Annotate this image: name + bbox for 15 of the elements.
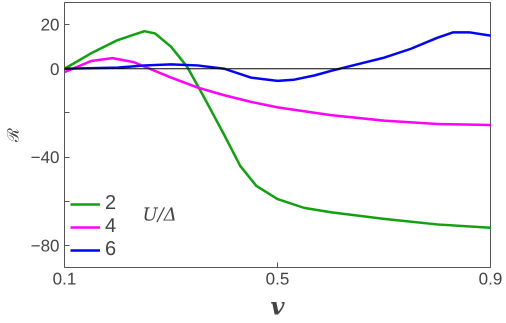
x-axis-title: v [270, 292, 286, 320]
y-axis-title: ℛ [4, 128, 23, 143]
x-tick-label: 0.9 [478, 270, 502, 288]
y-tick-label: −40 [30, 148, 60, 168]
legend-label: 6 [105, 238, 118, 261]
line-series [64, 31, 490, 82]
y-tick-label: 20 [40, 16, 60, 35]
legend-label: 4 [105, 215, 118, 238]
line-series [64, 56, 490, 126]
y-tick-label: 0 [50, 60, 60, 79]
x-tick-label: 0.1 [52, 270, 76, 288]
legend-label: 2 [105, 192, 118, 215]
y-tick-label: −80 [30, 236, 60, 256]
x-tick-label: 0.5 [266, 270, 290, 288]
legend-title: U/Δ [142, 204, 177, 226]
